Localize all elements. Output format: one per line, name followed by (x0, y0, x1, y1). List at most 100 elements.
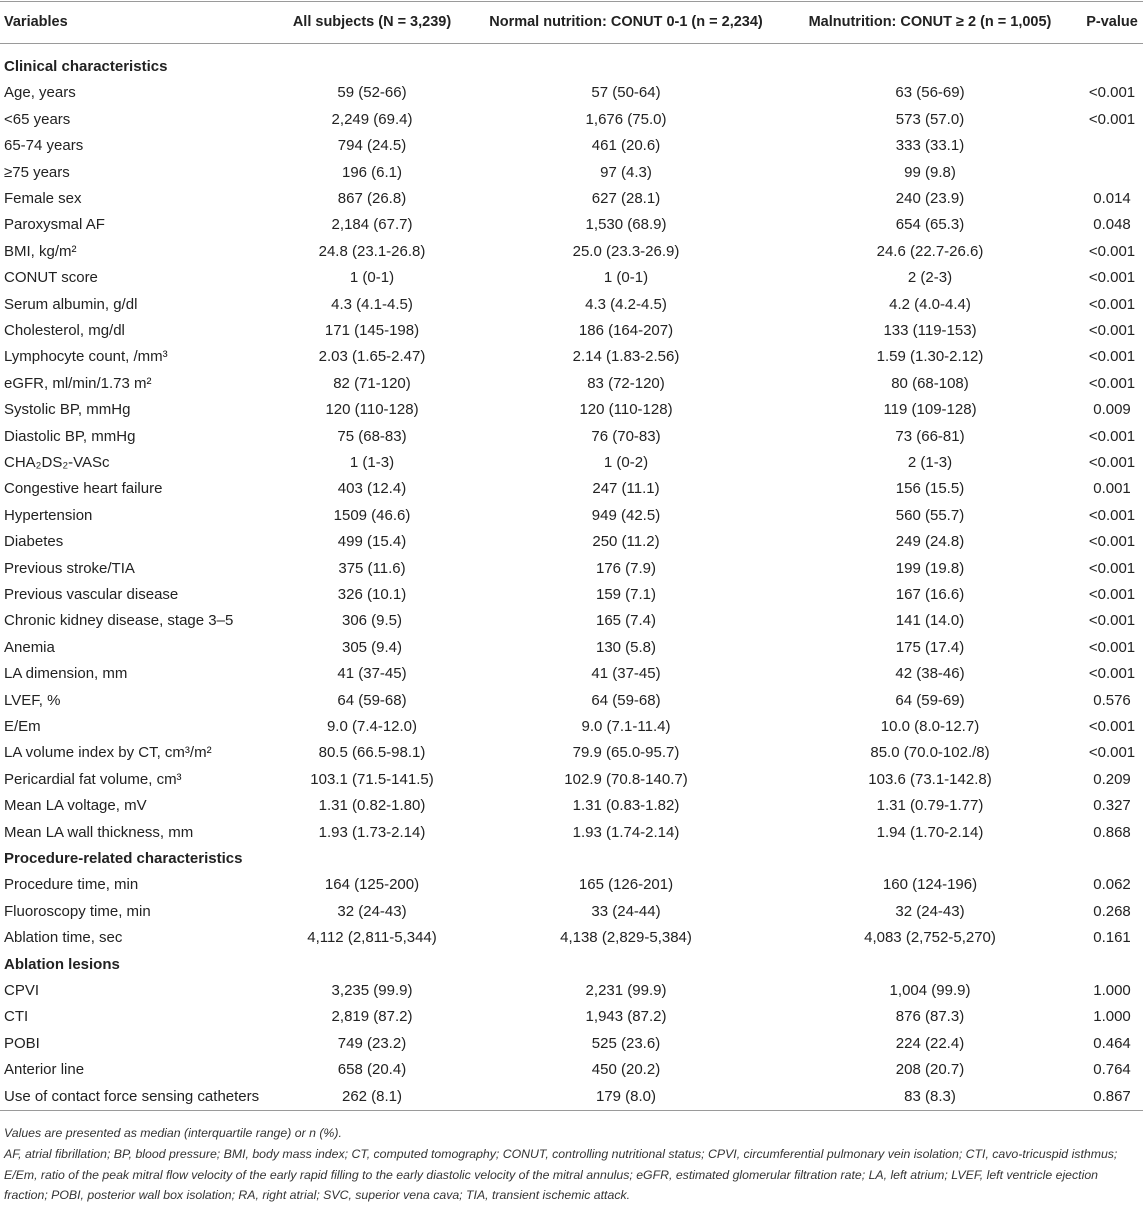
cell: <0.001 (1088, 427, 1136, 445)
cell: 2.14 (1.83-2.56) (572, 348, 680, 366)
cell: 165 (7.4) (595, 612, 657, 630)
cell: 949 (42.5) (591, 506, 661, 524)
cell: 1.31 (0.83-1.82) (572, 797, 680, 815)
cell: 654 (65.3) (895, 216, 965, 234)
cell: <0.001 (1088, 454, 1136, 471)
cell: 73 (66-81) (895, 427, 965, 445)
cell: 10.0 (8.0-12.7) (880, 718, 980, 735)
cell: 119 (109-128) (883, 401, 977, 419)
cell: <0.001 (1088, 744, 1136, 762)
cell: 176 (7.9) (595, 559, 657, 577)
cell: 2,231 (99.9) (585, 982, 667, 999)
cell: 64 (59-68) (591, 691, 661, 709)
cell: 2,184 (67.7) (331, 216, 413, 234)
cell: 102.9 (70.8-140.7) (564, 770, 688, 788)
top-rule (0, 1, 1143, 2)
cell: 120 (110-128) (579, 401, 673, 419)
cell: 247 (11.1) (592, 480, 660, 498)
cell: 249 (24.8) (895, 533, 965, 551)
cell: 85.0 (70.0-102./8) (870, 744, 990, 762)
cell: 4,083 (2,752-5,270) (864, 929, 996, 947)
cell: <0.001 (1088, 269, 1136, 287)
row-label: Serum albumin, g/dl (4, 295, 138, 313)
cell: 375 (11.6) (338, 559, 406, 577)
row-label: Lymphocyte count, /mm³ (4, 348, 168, 366)
cell: <0.001 (1088, 84, 1136, 102)
cell: 141 (14.0) (895, 612, 965, 630)
row-label: Diabetes (4, 533, 64, 551)
row-label: Previous stroke/TIA (4, 559, 135, 577)
cell: 0.209 (1093, 770, 1131, 788)
row-label: Previous vascular disease (4, 586, 179, 603)
cell: 9.0 (7.1-11.4) (581, 718, 671, 735)
cell: 75 (68-83) (337, 427, 407, 445)
cell: 99 (9.8) (904, 163, 956, 181)
cell: 80.5 (66.5-98.1) (318, 744, 426, 762)
row-label: Congestive heart failure (4, 480, 163, 498)
cell: <0.001 (1088, 506, 1136, 524)
cell: 658 (20.4) (337, 1061, 407, 1079)
cell: 4.2 (4.0-4.4) (889, 295, 971, 313)
cell: 560 (55.7) (895, 506, 965, 524)
header-cell: All subjects (N = 3,239) (292, 14, 452, 30)
cell: 199 (19.8) (895, 559, 965, 577)
cell: 196 (6.1) (341, 163, 403, 181)
cell: 794 (24.5) (337, 137, 407, 155)
cell: 41 (37-45) (591, 665, 661, 683)
cell: 59 (52-66) (337, 84, 407, 102)
cell: 306 (9.5) (341, 612, 403, 630)
cell: 76 (70-83) (591, 427, 661, 445)
cell: <0.001 (1088, 322, 1136, 339)
cell: 164 (125-200) (324, 876, 420, 894)
cell: <0.001 (1088, 348, 1136, 366)
cell: 0.464 (1093, 1034, 1131, 1052)
cell: 461 (20.6) (591, 137, 661, 155)
cell: 1 (0-2) (603, 454, 649, 471)
cell: 57 (50-64) (591, 84, 661, 102)
footnote: AF, atrial fibrillation; BP, blood press… (4, 1147, 1118, 1202)
cell: 0.161 (1093, 929, 1131, 947)
cell: 1,530 (68.9) (585, 216, 667, 234)
cell: 160 (124-196) (882, 876, 978, 894)
cell: 83 (72-120) (587, 374, 665, 392)
cell: 876 (87.3) (895, 1008, 965, 1026)
cell: 1.000 (1093, 1008, 1131, 1026)
cell: 1.94 (1.70-2.14) (876, 823, 984, 841)
cell: 25.0 (23.3-26.9) (572, 242, 680, 260)
cell: <0.001 (1088, 374, 1136, 392)
cell: 4,112 (2,811-5,344) (307, 929, 437, 947)
cell: 1,943 (87.2) (585, 1008, 667, 1026)
cell: 32 (24-43) (337, 902, 407, 920)
cell: 1,004 (99.9) (889, 982, 971, 999)
row-label: Ablation time, sec (4, 929, 123, 947)
cell: 573 (57.0) (895, 110, 965, 128)
section-title: Clinical characteristics (4, 58, 168, 75)
cell: 80 (68-108) (891, 374, 969, 392)
cell: 0.009 (1093, 401, 1131, 419)
header-cell: Malnutrition: CONUT ≥ 2 (n = 1,005) (808, 14, 1052, 30)
cell: 0.867 (1093, 1087, 1131, 1105)
cell: 4.3 (4.1-4.5) (331, 295, 413, 313)
cell: 0.576 (1093, 691, 1131, 709)
cell: 0.327 (1093, 797, 1131, 815)
section-title: Ablation lesions (4, 955, 120, 973)
row-label: ≥75 years (4, 163, 70, 181)
cell: 42 (38-46) (895, 665, 965, 683)
row-label: Systolic BP, mmHg (4, 401, 131, 419)
cell: 120 (110-128) (325, 401, 419, 419)
cell: 403 (12.4) (337, 480, 407, 498)
cell: 171 (145-198) (324, 322, 420, 339)
cell: 97 (4.3) (600, 163, 652, 181)
row-label: Hypertension (4, 506, 93, 524)
row-label: CONUT score (4, 269, 98, 287)
row-label: LVEF, % (4, 691, 61, 709)
cell: 2.03 (1.65-2.47) (318, 348, 426, 366)
cell: 83 (8.3) (904, 1087, 956, 1105)
cell: <0.001 (1088, 718, 1136, 735)
row-label: 65-74 years (4, 137, 84, 155)
row-label: Anemia (4, 638, 55, 656)
cell: 262 (8.1) (341, 1087, 403, 1105)
cell: 240 (23.9) (895, 190, 965, 207)
row-label: Diastolic BP, mmHg (4, 427, 136, 445)
row-label: CPVI (4, 982, 40, 999)
